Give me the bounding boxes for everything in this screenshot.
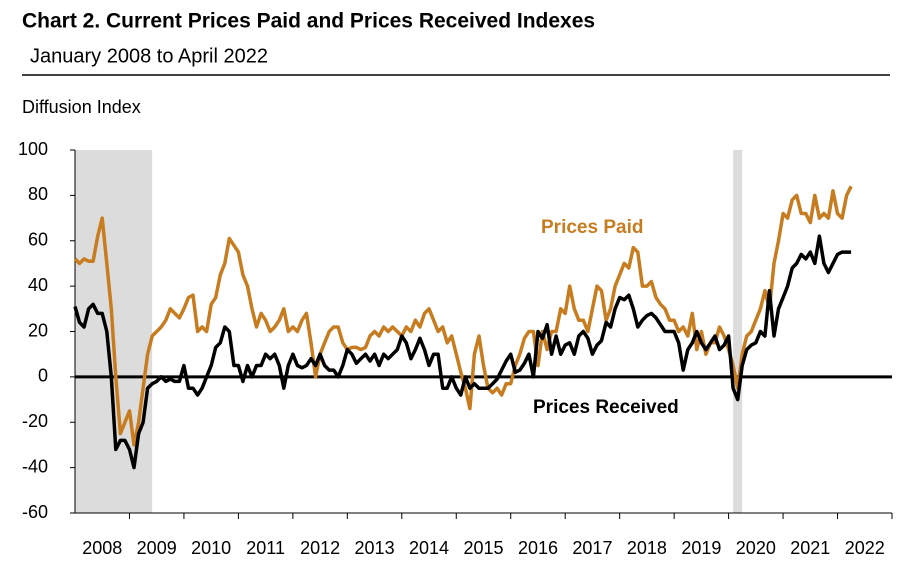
x-tick-label: 2015 [463,538,503,558]
x-tick-label: 2008 [82,538,122,558]
x-tick-label: 2019 [681,538,721,558]
x-tick-label: 2022 [845,538,885,558]
recession-shade [733,150,743,513]
y-tick-label: 20 [28,320,48,340]
x-tick-label: 2013 [355,538,395,558]
y-tick-label: 100 [18,139,48,159]
y-tick-label: -60 [22,502,48,522]
y-tick-label: 40 [28,275,48,295]
x-tick-label: 2010 [191,538,231,558]
series-label: Prices Paid [541,217,643,238]
chart-title: Chart 2. Current Prices Paid and Prices … [22,10,595,33]
x-tick-label: 2021 [790,538,830,558]
series-line [73,234,852,470]
chart-subtitle: January 2008 to April 2022 [30,45,268,67]
series-label: Prices Received [533,397,679,418]
y-axis-label: Diffusion Index [22,97,141,117]
x-tick-label: 2012 [300,538,340,558]
x-tick-label: 2009 [137,538,177,558]
x-tick-label: 2018 [627,538,667,558]
y-tick-label: -40 [22,456,48,476]
y-tick-label: 60 [28,230,48,250]
x-tick-label: 2016 [518,538,558,558]
x-tick-label: 2011 [246,538,285,558]
y-tick-label: 0 [38,366,48,386]
x-tick-label: 2020 [736,538,776,558]
y-tick-label: 80 [28,184,48,204]
y-tick-label: -20 [22,411,48,431]
x-tick-label: 2014 [409,538,449,558]
x-tick-label: 2017 [572,538,612,558]
